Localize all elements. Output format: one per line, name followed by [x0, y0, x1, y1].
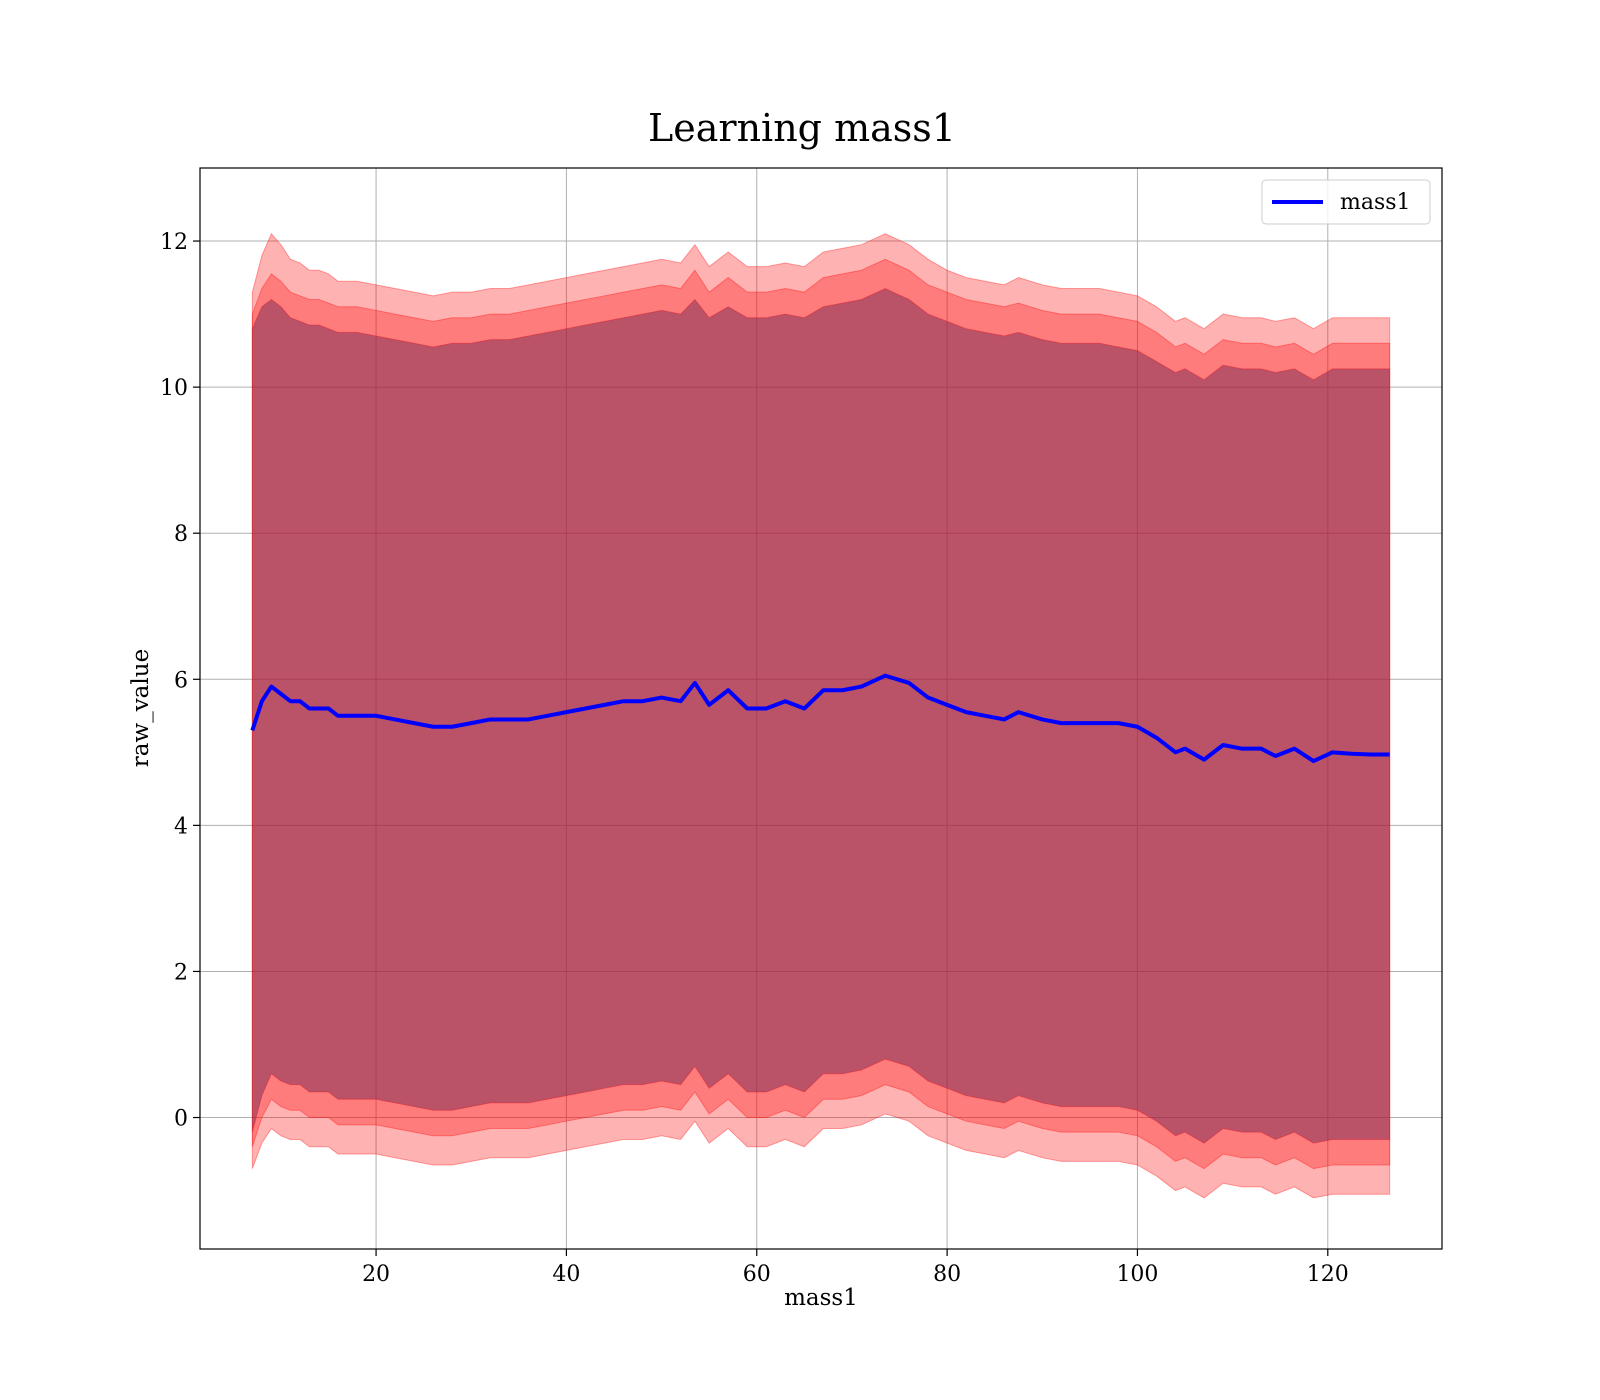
- uncertainty-band-1: [251, 287, 1391, 1144]
- legend-label-mass1: mass1: [1340, 190, 1411, 215]
- axis-ticks: 20 40 60 80 100 120 0 2 4 6 8 10 12: [160, 230, 1349, 1287]
- y-axis-label: raw_value: [128, 649, 154, 767]
- chart-title: Learning mass1: [648, 106, 956, 150]
- y-tick-label-10: 10: [160, 376, 188, 401]
- uncertainty-band-3: [251, 232, 1391, 1199]
- plot-frame: [199, 167, 1443, 1250]
- y-tick-label-6: 6: [174, 668, 188, 693]
- uncertainty-band-core: [252, 288, 1390, 1144]
- series-lines: [250, 673, 1390, 764]
- uncertainty-band-2: [251, 258, 1391, 1170]
- x-tick-label-100: 100: [1116, 1262, 1158, 1287]
- x-axis-label: mass1: [784, 1285, 858, 1311]
- series-line-mass1: [250, 673, 1390, 764]
- x-tick-label-120: 120: [1307, 1262, 1349, 1287]
- uncertainty-bands: [251, 232, 1391, 1199]
- x-tick-label-60: 60: [743, 1262, 771, 1287]
- x-tick-label-40: 40: [552, 1262, 580, 1287]
- legend: mass1: [1261, 179, 1431, 225]
- x-tick-label-20: 20: [362, 1262, 390, 1287]
- y-tick-label-4: 4: [174, 814, 188, 839]
- x-tick-label-80: 80: [933, 1262, 961, 1287]
- y-tick-label-12: 12: [160, 230, 188, 255]
- y-tick-label-8: 8: [174, 522, 188, 547]
- y-tick-label-2: 2: [174, 960, 188, 985]
- y-tick-label-0: 0: [174, 1107, 188, 1132]
- legend-box: [1261, 179, 1431, 225]
